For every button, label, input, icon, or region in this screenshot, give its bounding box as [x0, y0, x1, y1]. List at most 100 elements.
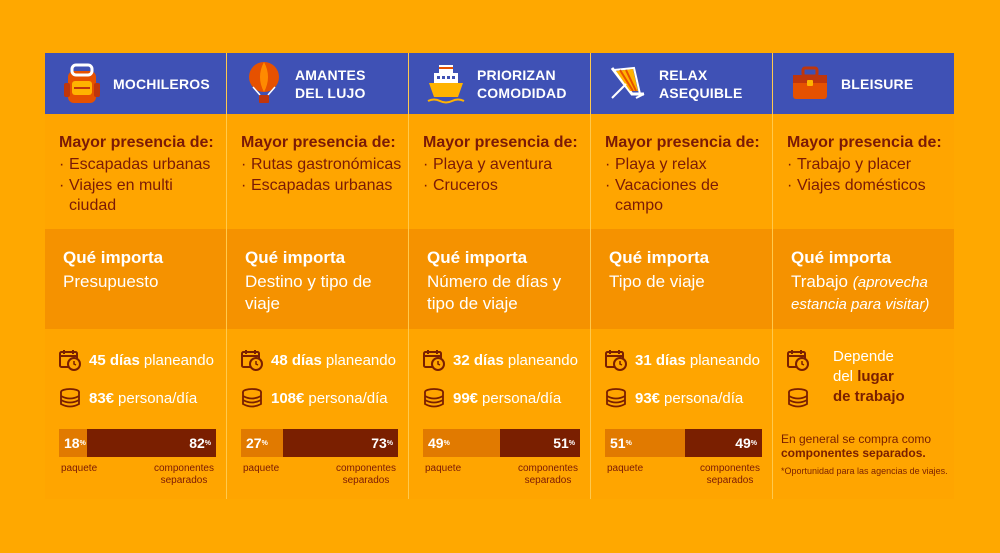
column-divider: [408, 53, 409, 499]
stats-section: 45 días planeando 83€ persona/día 18% 82% paqu…: [45, 329, 226, 499]
components-label: componentes separados: [153, 463, 214, 486]
presence-section: Mayor presencia de: Playa y aventuraCruce…: [409, 114, 590, 229]
calendar-clock-icon: [423, 349, 445, 371]
segment-header: PRIORIZAN COMODIDAD: [409, 53, 590, 114]
spend-value: 93€: [635, 389, 661, 407]
what-matters-note: (aprovecha estancia para visitar): [791, 274, 930, 313]
what-matters-text: Presupuesto: [63, 272, 159, 291]
package-split-bar: 51% 49%: [605, 429, 762, 457]
presence-list: Playa y relaxVacaciones de campo: [605, 155, 770, 217]
presence-title: Mayor presencia de:: [787, 134, 942, 151]
components-share-segment: 51%: [500, 429, 580, 457]
presence-item: Playa y aventura: [423, 155, 588, 176]
stats-section: 32 días planeando 99€ persona/día 49% 51% paqu…: [409, 329, 590, 499]
what-matters-section: Qué importa Trabajo (aprovecha estancia p…: [773, 229, 954, 329]
components-share-segment: 49%: [685, 429, 762, 457]
calendar-clock-icon: [605, 349, 627, 371]
segment-header: BLEISURE: [773, 53, 954, 114]
what-matters-section: Qué importa Presupuesto: [45, 229, 226, 329]
beach-chair-icon: [605, 61, 651, 107]
planning-days-row: 48 días planeando: [241, 349, 396, 371]
what-matters-section: Qué importa Tipo de viaje: [591, 229, 772, 329]
stats-section: 31 días planeando 93€ persona/día 51% 49% paqu…: [591, 329, 772, 499]
spend-label: persona/día: [118, 389, 198, 407]
planning-days-label: planeando: [325, 351, 396, 369]
package-share-segment: 18%: [59, 429, 87, 457]
package-label: paquete: [61, 463, 98, 474]
components-label: componentes separados: [517, 463, 578, 486]
segment-title: PRIORIZAN COMODIDAD: [477, 66, 567, 101]
components-share-segment: 82%: [87, 429, 216, 457]
spend-value: 99€: [453, 389, 479, 407]
package-label: paquete: [243, 463, 280, 474]
agency-opportunity-note: *Oportunidad para las agencias de viajes…: [781, 466, 948, 476]
package-share-segment: 49%: [423, 429, 500, 457]
presence-item: Trabajo y placer: [787, 155, 952, 176]
segment-title: AMANTES DEL LUJO: [295, 66, 366, 101]
presence-item: Escapadas urbanas: [59, 155, 224, 176]
presence-item: Playa y relax: [605, 155, 770, 176]
package-share-segment: 27%: [241, 429, 283, 457]
package-split-bar: 18% 82%: [59, 429, 216, 457]
presence-item: Escapadas urbanas: [241, 176, 406, 197]
what-matters-title: Qué importa: [63, 248, 164, 267]
what-matters-text: Número de días y tipo de viaje: [427, 272, 562, 313]
what-matters-section: Qué importa Número de días y tipo de viaj…: [409, 229, 590, 329]
column-divider: [226, 53, 227, 499]
presence-item: Viajes en multi ciudad: [59, 176, 224, 217]
segment-column-mochileros: MOCHILEROS Mayor presencia de: Escapadas u…: [45, 53, 226, 499]
presence-list: Trabajo y placerViajes domésticos: [787, 155, 952, 196]
cruise-ship-icon: [423, 61, 469, 107]
planning-days-value: 48 días: [271, 351, 322, 369]
presence-title: Mayor presencia de:: [59, 134, 214, 151]
calendar-clock-icon: [241, 349, 263, 371]
presence-section: Mayor presencia de: Rutas gastronómicasEs…: [227, 114, 408, 229]
what-matters-title: Qué importa: [427, 248, 528, 267]
planning-days-label: planeando: [507, 351, 578, 369]
presence-title: Mayor presencia de:: [605, 134, 760, 151]
planning-days-row: 45 días planeando: [59, 349, 214, 371]
coins-icon: [423, 387, 445, 409]
segment-header: AMANTES DEL LUJO: [227, 53, 408, 114]
coins-icon: [241, 387, 263, 409]
what-matters-title: Qué importa: [609, 248, 710, 267]
coins-icon: [787, 387, 809, 414]
components-label: componentes separados: [699, 463, 760, 486]
calendar-clock-icon: [59, 349, 81, 371]
column-divider: [772, 53, 773, 499]
presence-title: Mayor presencia de:: [241, 134, 396, 151]
components-label: componentes separados: [335, 463, 396, 486]
coins-icon: [59, 387, 81, 409]
spend-value: 83€: [89, 389, 115, 407]
segment-title: MOCHILEROS: [113, 75, 210, 92]
traveler-segments-table: MOCHILEROS Mayor presencia de: Escapadas u…: [45, 53, 955, 499]
package-share-segment: 51%: [605, 429, 685, 457]
planning-days-row: 32 días planeando: [423, 349, 578, 371]
package-label: paquete: [425, 463, 462, 474]
spend-label: persona/día: [664, 389, 744, 407]
spend-value: 108€: [271, 389, 305, 407]
segment-header: MOCHILEROS: [45, 53, 226, 114]
purchase-note: En general se compra como componentes sep…: [781, 432, 932, 460]
segment-column-bleisure: BLEISURE Mayor presencia de: Trabajo y pla…: [773, 53, 954, 499]
what-matters-section: Qué importa Destino y tipo de viaje: [227, 229, 408, 329]
spend-row: 93€ persona/día: [605, 387, 743, 409]
planning-days-value: 31 días: [635, 351, 686, 369]
presence-list: Escapadas urbanasViajes en multi ciudad: [59, 155, 224, 217]
presence-section: Mayor presencia de: Playa y relaxVacacion…: [591, 114, 772, 229]
what-matters-text: Trabajo (aprovecha estancia para visitar…: [791, 272, 930, 313]
segment-title: RELAX ASEQUIBLE: [659, 66, 743, 101]
planning-days-label: planeando: [143, 351, 214, 369]
what-matters-text: Tipo de viaje: [609, 272, 705, 291]
planning-days-value: 32 días: [453, 351, 504, 369]
planning-days-value: 45 días: [89, 351, 140, 369]
calendar-clock-icon: [787, 349, 809, 376]
spend-row: 108€ persona/día: [241, 387, 388, 409]
column-divider: [590, 53, 591, 499]
hot-air-balloon-icon: [241, 61, 287, 107]
spend-row: 99€ persona/día: [423, 387, 561, 409]
presence-item: Viajes domésticos: [787, 176, 952, 197]
